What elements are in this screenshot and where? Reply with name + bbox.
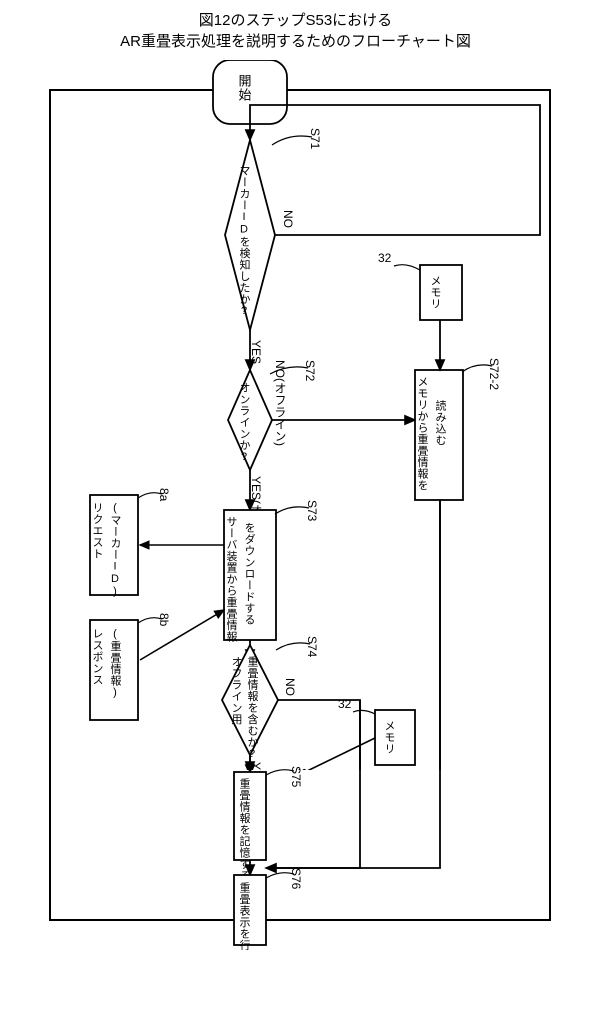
flowchart-tail: 重畳情報を記憶する S75 重畳表示を行う S76 — [20, 60, 571, 950]
s76-id-v: S76 — [289, 868, 303, 890]
title-line-2: AR重畳表示処理を説明するためのフローチャート図 — [120, 33, 471, 50]
title-line-1: 図12のステップS53における — [199, 12, 392, 29]
s75-id-v: S75 — [289, 766, 303, 788]
s76-text-v: 重畳表示を行う — [238, 881, 251, 950]
s75-text-v: 重畳情報を記憶する — [238, 777, 251, 882]
chart-title: 図12のステップS53における AR重畳表示処理を説明するためのフローチャート図 — [0, 10, 591, 52]
